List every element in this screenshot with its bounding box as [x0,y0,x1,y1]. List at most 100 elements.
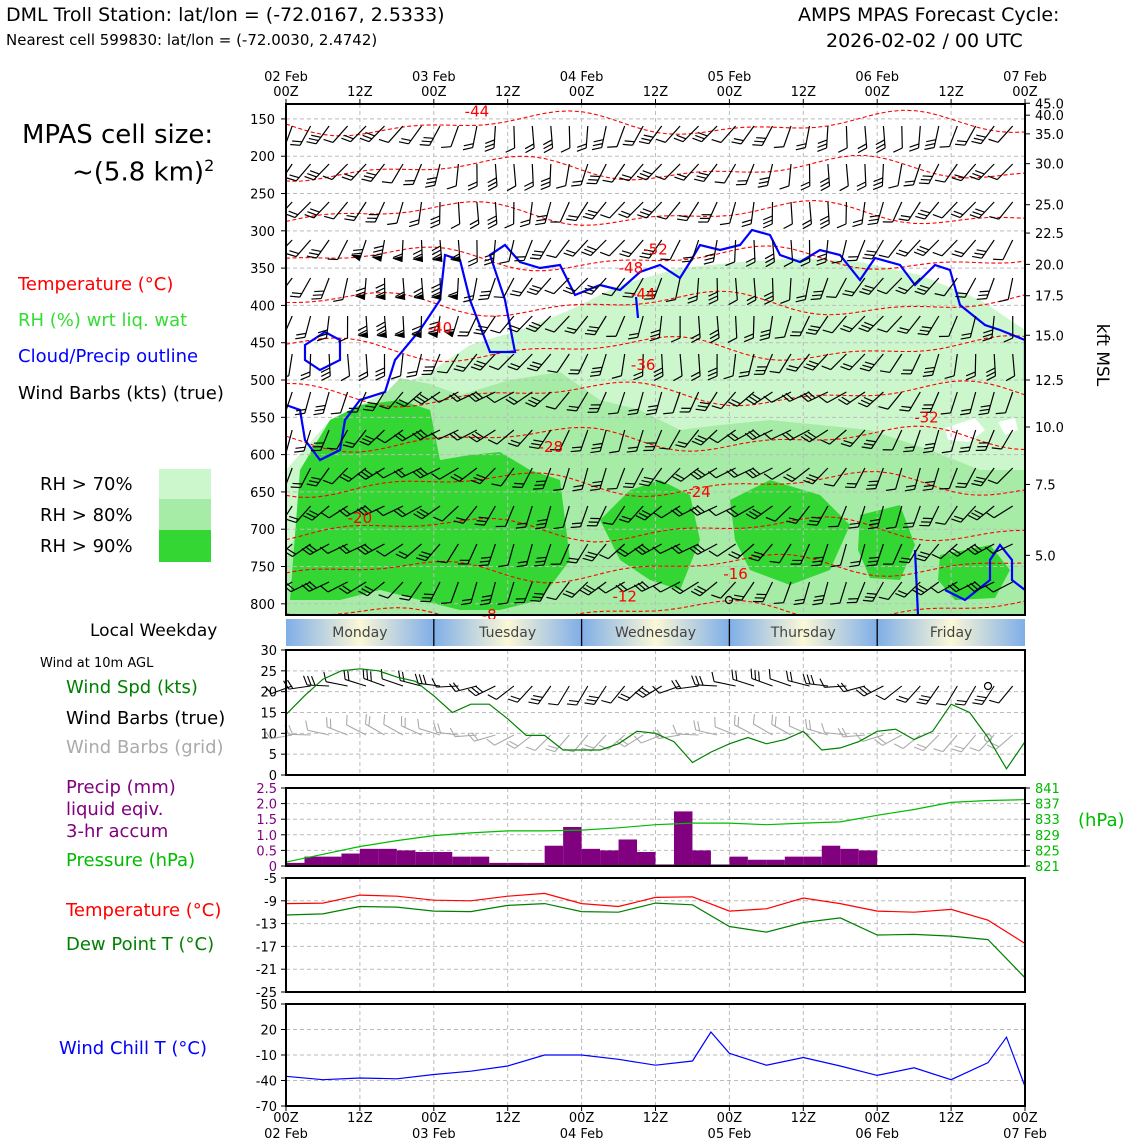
wind-barb [819,678,847,688]
wind-barb [895,239,921,257]
wind-barb [319,581,348,593]
cs-kft-label: 12.5 [1035,374,1064,389]
wind-barb [874,734,903,746]
wind-barb [441,581,459,604]
wind-barb [918,163,940,185]
wind-barb [467,239,478,267]
wind-barb [383,714,404,736]
wind-barb [512,467,533,489]
wind-barb [414,673,441,687]
wind-barb [643,429,663,452]
wind-barb [566,201,589,222]
wind-barb [387,201,404,226]
precip-bar [396,850,416,866]
wind-barb [374,277,386,301]
wind-barb [810,277,829,301]
wind-barb [875,685,903,701]
calm-circle-true [983,681,993,691]
wind-barb [991,429,1014,450]
wind-barb [790,543,811,565]
wind-barb [690,315,701,344]
wind-barb [763,429,792,440]
wind-barb [505,391,533,405]
wind-barb [652,505,681,519]
cs-ytick-label: 800 [250,598,275,613]
kft-axis-label: kft MSL [1092,324,1112,387]
wind-barb [845,467,866,489]
wind-barb [449,239,461,262]
wind-barb [606,315,626,337]
rh90-area-1 [290,400,570,610]
wind-barb [901,353,921,375]
wind-barb [286,581,293,594]
wind-barb [633,353,644,381]
wind-barb [601,277,626,297]
wind-barb [431,239,443,262]
wind-barb [878,391,903,410]
wind-barb [735,163,755,186]
contour-label: -24 [686,483,711,501]
wind-barb [909,125,921,152]
wind-barb [769,353,792,374]
wind-barb [586,505,607,527]
weekday-label: Thursday [770,625,836,641]
wind-barb [786,505,810,524]
wind-barb [633,580,662,592]
wind-barb [672,467,699,482]
wind-barb [639,467,663,487]
cloud-gap-2 [998,418,1018,435]
wind-barb [542,125,554,154]
wind-barb [656,201,681,220]
legend-rh90-label: RH > 90% [40,536,133,557]
wind-barb [955,125,977,146]
panel-background [286,650,1025,775]
wind-barb [753,353,774,375]
wind-barb [495,505,515,528]
wind-barb [553,467,570,491]
wind-barb [591,125,607,151]
wind-barb [533,467,552,490]
wind-barb [357,467,385,480]
wind-barb [768,669,792,687]
wind-barb [304,163,330,181]
wind-barb [341,163,367,181]
wind-barb [885,505,903,530]
temperature-contour [286,471,1025,498]
cs-kft-label: 40.0 [1035,109,1064,124]
wind-barb [508,429,533,447]
wind-barb [795,277,811,303]
wind-barb [800,163,811,191]
cloud-outline-spike [634,296,640,319]
wind-barb [828,505,847,528]
wind-barb [695,391,718,412]
precip-bar [452,856,471,866]
wind-barb [855,685,884,697]
wind-barb [743,315,755,343]
precip-bar [858,850,878,866]
wind-barb [769,543,792,564]
wind-barb [932,201,958,219]
wind-barb [984,543,1013,554]
wind-barb [627,315,644,340]
wind-barb [831,239,847,264]
wind-barb [303,675,330,687]
wind-barb [534,543,552,567]
wind-barb [611,353,626,379]
panel-ytick-label: 0.5 [256,844,277,859]
wind-barb [941,429,958,454]
wind-barb [469,201,480,230]
pressure-unit-label: (hPa) [1078,810,1125,831]
wind-barb [993,239,1014,261]
wind-barb [786,353,810,372]
wind-barb [932,239,958,257]
legend-temperature-2m: Temperature (°C) [66,900,222,921]
wind-barb [830,581,847,605]
calm-wind-circle [724,595,734,605]
wind-barb [673,125,700,143]
wind-barb [896,685,921,703]
wind-barb [467,391,496,403]
wind-barb [363,391,386,412]
wind-barb [719,201,737,226]
precip-bar [840,848,859,866]
legend-wind-chill: Wind Chill T (°C) [59,1038,207,1059]
